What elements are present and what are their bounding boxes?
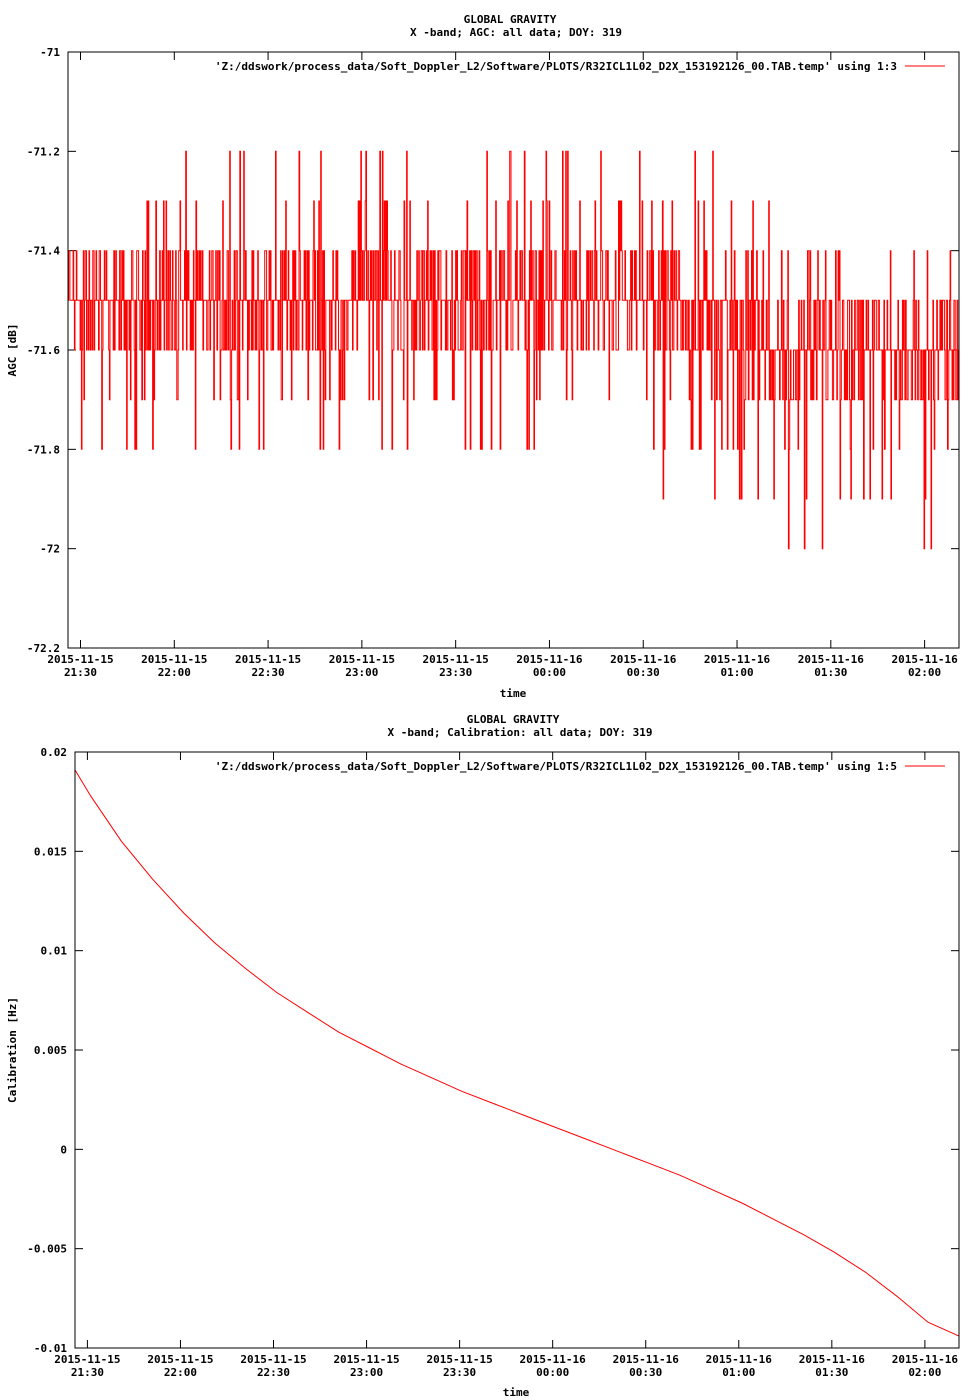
y-tick-label: -72 <box>40 543 60 556</box>
y-tick-label: 0 <box>60 1143 67 1156</box>
x-tick-label-date: 2015-11-15 <box>240 1353 306 1366</box>
x-tick-label-date: 2015-11-16 <box>799 1353 866 1366</box>
chart-subtitle: X -band; AGC: all data; DOY: 319 <box>410 26 622 39</box>
x-tick-label-date: 2015-11-16 <box>704 653 771 666</box>
chart-subtitle: X -band; Calibration: all data; DOY: 319 <box>388 726 653 739</box>
legend-label: 'Z:/ddswork/process_data/Soft_Doppler_L2… <box>215 60 897 73</box>
x-tick-label-date: 2015-11-15 <box>423 653 489 666</box>
tick-layer: 0.020.0150.010.0050-0.005-0.012015-11-15… <box>27 746 959 1379</box>
x-tick-label-time: 22:30 <box>252 666 285 679</box>
x-tick-label-date: 2015-11-16 <box>891 653 958 666</box>
x-tick-label-time: 00:00 <box>533 666 566 679</box>
x-tick-label-time: 01:00 <box>720 666 753 679</box>
x-tick-label-date: 2015-11-16 <box>892 1353 959 1366</box>
x-tick-label-time: 00:30 <box>627 666 660 679</box>
series-layer <box>74 769 960 1337</box>
x-tick-label-time: 22:00 <box>158 666 191 679</box>
calibration-chart: GLOBAL GRAVITY X -band; Calibration: all… <box>6 713 960 1399</box>
x-tick-label-date: 2015-11-15 <box>427 1353 493 1366</box>
x-tick-label-time: 02:00 <box>908 666 941 679</box>
plot-frame <box>74 751 960 1349</box>
x-tick-label-date: 2015-11-15 <box>329 653 395 666</box>
x-tick-label-date: 2015-11-16 <box>520 1353 587 1366</box>
y-tick-label: -71.2 <box>27 145 60 158</box>
x-tick-label-time: 21:30 <box>71 1366 104 1379</box>
x-tick-label-time: 23:00 <box>345 666 378 679</box>
y-tick-label: -71 <box>40 46 60 59</box>
x-tick-label-date: 2015-11-15 <box>333 1353 399 1366</box>
x-tick-label-date: 2015-11-16 <box>706 1353 773 1366</box>
x-tick-label-time: 22:30 <box>257 1366 290 1379</box>
y-tick-label: 0.015 <box>34 845 67 858</box>
x-tick-label-time: 00:30 <box>629 1366 662 1379</box>
y-tick-label: 0.005 <box>34 1044 67 1057</box>
x-tick-label-time: 02:00 <box>908 1366 941 1379</box>
agc-chart: GLOBAL GRAVITY X -band; AGC: all data; D… <box>6 13 960 700</box>
agc-series-line <box>68 150 959 550</box>
chart-title: GLOBAL GRAVITY <box>464 13 557 26</box>
series-layer <box>68 150 959 550</box>
x-tick-label-date: 2015-11-15 <box>54 1353 120 1366</box>
y-tick-label: -0.01 <box>34 1342 67 1355</box>
x-tick-label-time: 01:30 <box>815 1366 848 1379</box>
x-tick-label-time: 01:30 <box>814 666 847 679</box>
y-tick-label: 0.01 <box>41 945 68 958</box>
plot-frame <box>67 51 960 649</box>
x-tick-label-time: 23:00 <box>350 1366 383 1379</box>
x-tick-label-date: 2015-11-16 <box>798 653 865 666</box>
x-tick-label-time: 01:00 <box>722 1366 755 1379</box>
y-axis-label: Calibration [Hz] <box>6 997 19 1103</box>
x-tick-label-date: 2015-11-15 <box>47 653 113 666</box>
y-axis-label: AGC [dB] <box>6 324 19 377</box>
y-tick-label: -72.2 <box>27 642 60 655</box>
x-tick-label-time: 21:30 <box>64 666 97 679</box>
x-axis-label: time <box>503 1386 530 1399</box>
x-tick-label-time: 22:00 <box>164 1366 197 1379</box>
x-tick-label-time: 00:00 <box>536 1366 569 1379</box>
x-tick-label-date: 2015-11-15 <box>147 1353 213 1366</box>
x-tick-label-date: 2015-11-16 <box>516 653 583 666</box>
y-tick-label: -71.8 <box>27 443 60 456</box>
y-tick-label: -71.6 <box>27 344 60 357</box>
legend-label: 'Z:/ddswork/process_data/Soft_Doppler_L2… <box>215 760 897 773</box>
x-tick-label-time: 23:30 <box>439 666 472 679</box>
x-tick-label-date: 2015-11-16 <box>613 1353 680 1366</box>
chart-title: GLOBAL GRAVITY <box>467 713 560 726</box>
y-tick-label: 0.02 <box>41 746 68 759</box>
x-tick-label-date: 2015-11-15 <box>141 653 207 666</box>
y-tick-label: -0.005 <box>27 1243 67 1256</box>
x-tick-label-time: 23:30 <box>443 1366 476 1379</box>
tick-layer: -71-71.2-71.4-71.6-71.8-72-72.22015-11-1… <box>27 46 959 679</box>
x-tick-label-date: 2015-11-15 <box>235 653 301 666</box>
y-tick-label: -71.4 <box>27 245 60 258</box>
x-axis-label: time <box>500 687 527 700</box>
x-tick-label-date: 2015-11-16 <box>610 653 677 666</box>
calibration-series-line <box>74 769 960 1337</box>
